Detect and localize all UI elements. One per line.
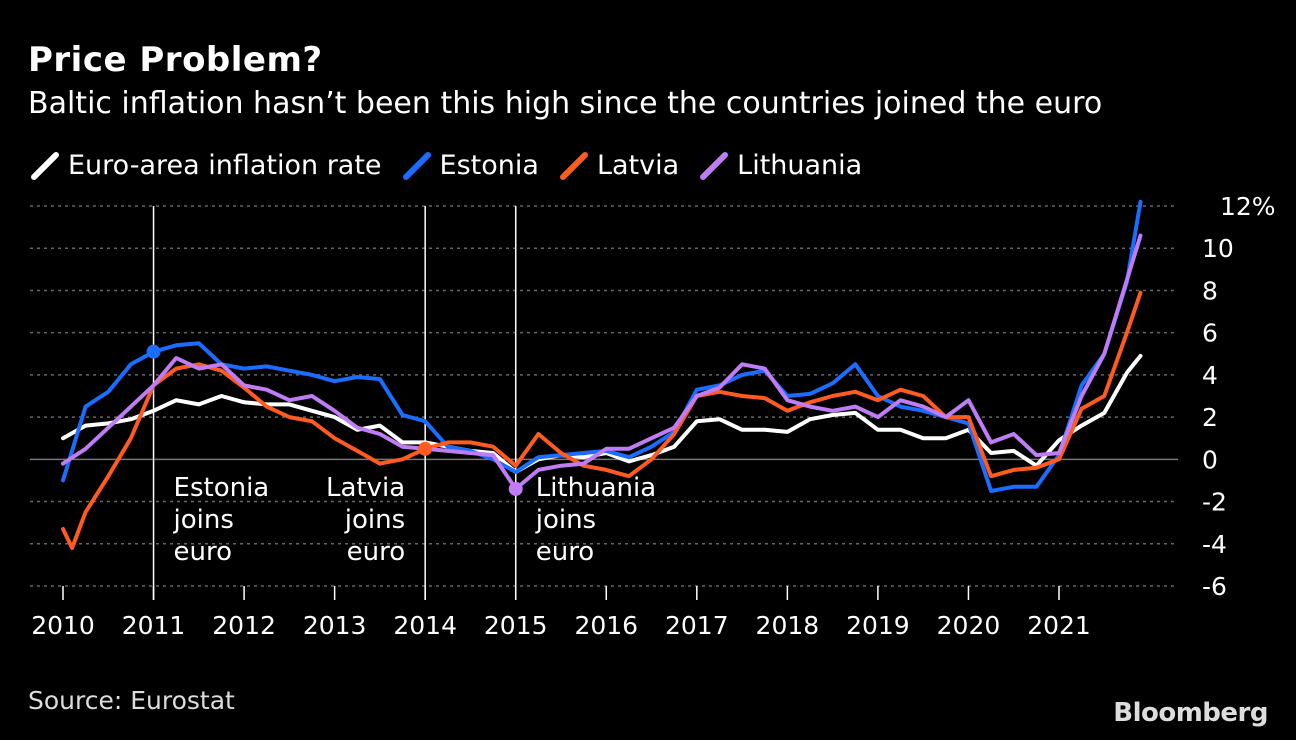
y-tick-label: -2 (1202, 488, 1227, 517)
legend-label-euro-area: Euro-area inflation rate (68, 150, 382, 181)
series-line-euro-area-inflation-rate (61, 353, 1143, 474)
legend-item-euro-area: Euro-area inflation rate (30, 150, 382, 181)
y-tick-label: -4 (1202, 530, 1227, 559)
series-line-lithuania (61, 233, 1143, 491)
legend-swatch-euro-area (31, 151, 59, 180)
chart-subtitle: Baltic inflation hasn’t been this high s… (28, 86, 1103, 121)
annotation-text: euro (347, 537, 406, 567)
annotation-text: Latvia (326, 473, 405, 503)
x-tick-label: 2012 (212, 611, 276, 640)
x-tick-label: 2014 (393, 611, 457, 640)
x-tick-label: 2017 (665, 611, 729, 640)
annotation-text: joins (173, 505, 234, 535)
chart-legend: Euro-area inflation rate Estonia Latvia … (30, 150, 882, 181)
annotation-text: euro (536, 537, 595, 567)
y-tick-label: 8 (1202, 276, 1218, 305)
y-tick-label: -6 (1202, 572, 1227, 601)
annotation-text: euro (174, 537, 233, 567)
x-tick-label: 2021 (1027, 611, 1091, 640)
y-tick-label: 10 (1202, 234, 1234, 263)
legend-label-latvia: Latvia (596, 150, 680, 181)
legend-item-lithuania: Lithuania (699, 150, 862, 181)
y-tick-label: 0 (1202, 445, 1218, 474)
legend-item-estonia: Estonia (402, 150, 539, 181)
source-note: Source: Eurostat (28, 686, 235, 715)
x-tick-label: 2013 (303, 611, 367, 640)
bloomberg-logo: Bloomberg (1113, 698, 1268, 728)
annotation-text: Estonia (174, 473, 270, 503)
x-tick-label: 2019 (846, 611, 910, 640)
x-tick-label: 2010 (31, 611, 95, 640)
y-tick-label: 4 (1202, 361, 1218, 390)
x-tick-label: 2011 (122, 611, 186, 640)
legend-label-estonia: Estonia (439, 150, 539, 181)
x-tick-label: 2015 (484, 611, 548, 640)
x-tick-label: 2018 (756, 611, 820, 640)
series-line-latvia (61, 290, 1143, 550)
legend-swatch-lithuania (700, 151, 729, 180)
x-tick-label: 2020 (937, 611, 1001, 640)
annotation-text: joins (535, 505, 596, 535)
join-marker-estonia (146, 344, 161, 359)
annotation-text: joins (344, 505, 405, 535)
join-marker-lithuania (508, 481, 523, 496)
y-tick-label: 12% (1220, 192, 1276, 221)
chart-title: Price Problem? (28, 40, 323, 80)
join-marker-latvia (418, 441, 433, 456)
annotation-text: Lithuania (536, 473, 656, 503)
legend-label-lithuania: Lithuania (737, 150, 863, 181)
y-tick-label: 6 (1202, 319, 1218, 348)
legend-item-latvia: Latvia (559, 150, 679, 181)
x-tick-label: 2016 (574, 611, 638, 640)
y-tick-label: 2 (1202, 403, 1218, 432)
legend-swatch-estonia (402, 151, 431, 180)
legend-swatch-latvia (559, 151, 588, 180)
